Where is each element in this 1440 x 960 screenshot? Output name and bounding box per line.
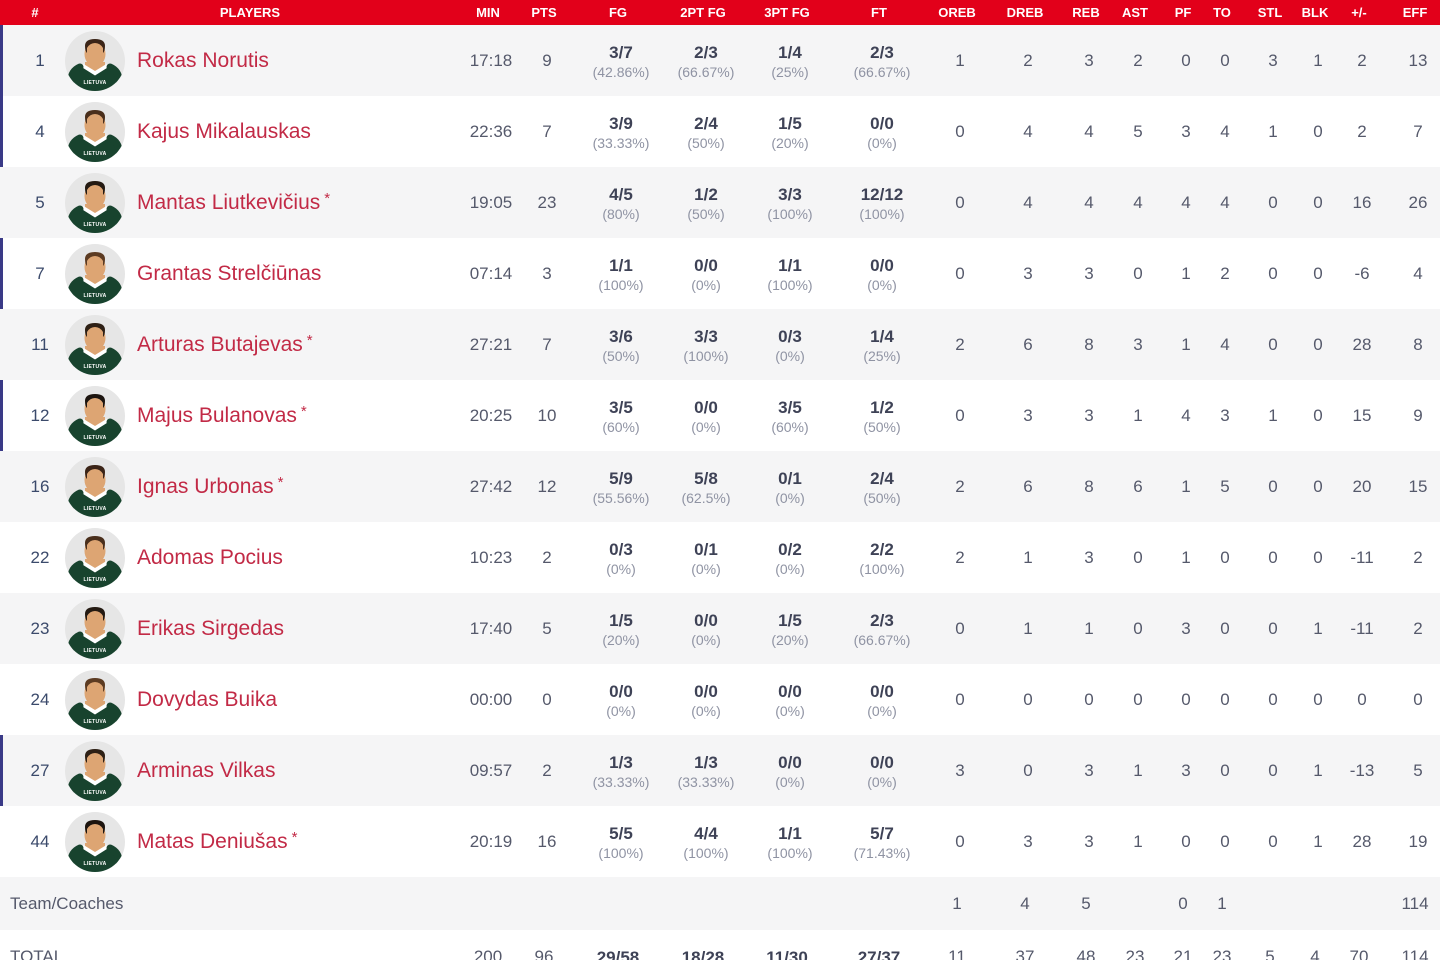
svg-text:LIETUVA: LIETUVA (83, 364, 106, 370)
svg-text:LIETUVA: LIETUVA (83, 790, 106, 796)
svg-text:LIETUVA: LIETUVA (83, 80, 106, 86)
svg-text:LIETUVA: LIETUVA (83, 151, 106, 157)
svg-text:LIETUVA: LIETUVA (83, 293, 106, 299)
svg-text:LIETUVA: LIETUVA (83, 719, 106, 725)
svg-text:LIETUVA: LIETUVA (83, 577, 106, 583)
svg-text:LIETUVA: LIETUVA (83, 861, 106, 867)
svg-text:LIETUVA: LIETUVA (83, 648, 106, 654)
svg-text:LIETUVA: LIETUVA (83, 435, 106, 441)
svg-text:LIETUVA: LIETUVA (83, 506, 106, 512)
svg-text:LIETUVA: LIETUVA (83, 222, 106, 228)
